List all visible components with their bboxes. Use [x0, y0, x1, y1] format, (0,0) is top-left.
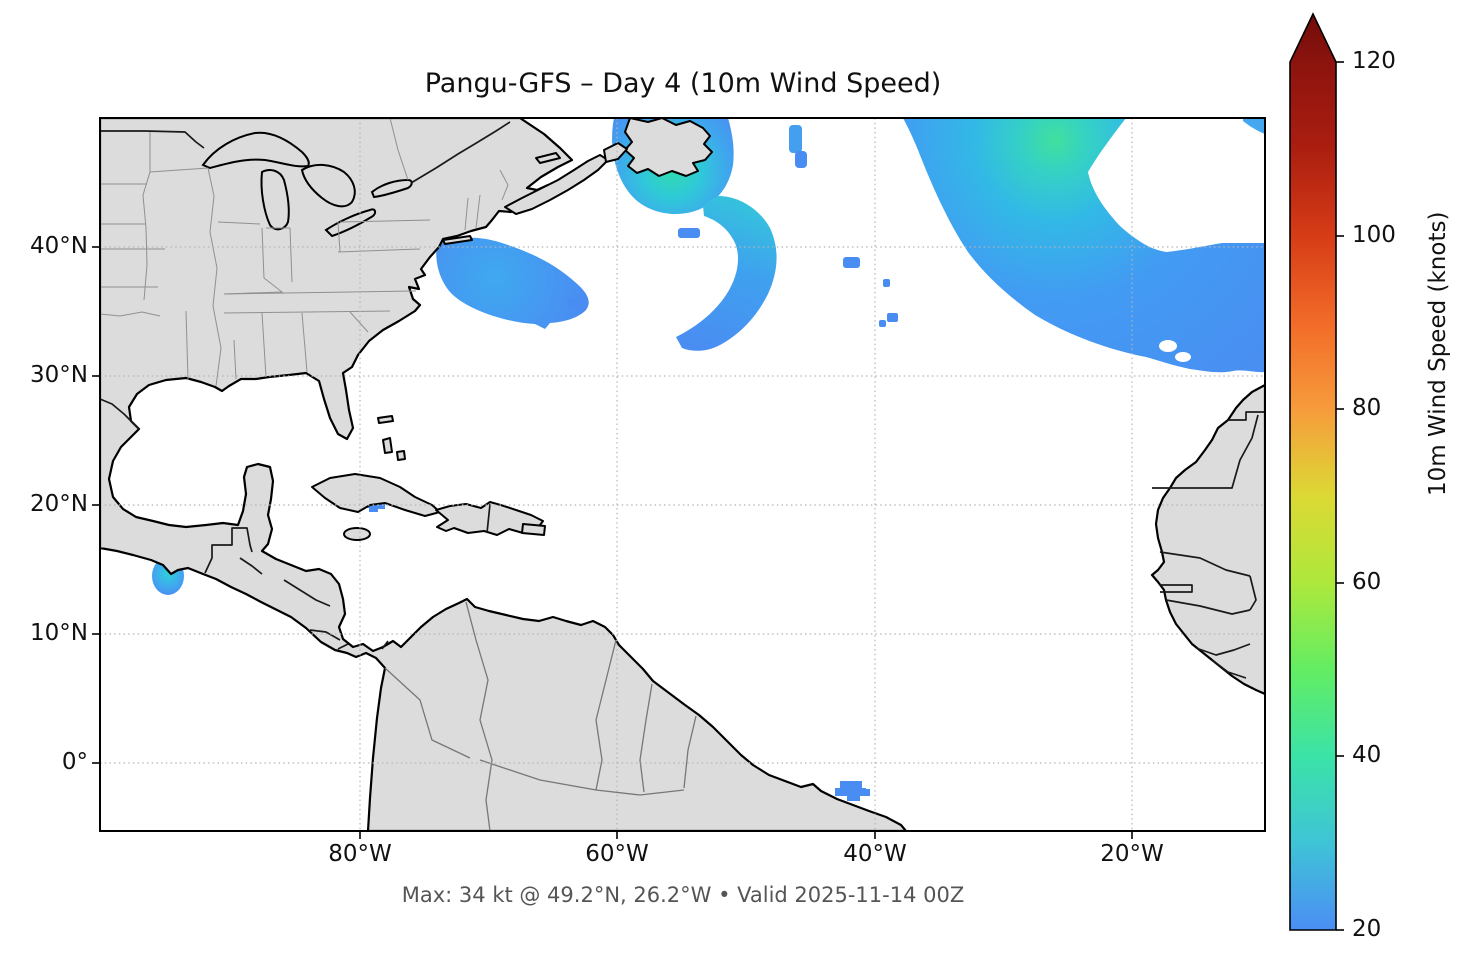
wind-speck — [843, 257, 860, 268]
newfoundland-cyclone-tail — [676, 196, 777, 351]
east-coast-wind-swath — [436, 237, 589, 329]
wind-hole — [1159, 340, 1177, 352]
axis-ticks — [92, 246, 1133, 839]
chart-title: Pangu-GFS – Day 4 (10m Wind Speed) — [424, 68, 942, 99]
jamaica — [343, 527, 371, 541]
x-tick-label-80w: 80°W — [328, 841, 392, 867]
country-borders — [100, 121, 1265, 679]
x-tick-label-20w: 20°W — [1100, 841, 1164, 867]
africa-landmass — [1150, 383, 1265, 696]
y-tick-label-30n: 30°N — [30, 362, 88, 388]
y-tick-label-0: 0° — [61, 749, 88, 775]
y-tick-label-10n: 10°N — [30, 620, 88, 646]
colorbar-tick-label-80: 80 — [1352, 395, 1382, 421]
y-tick-label-40n: 40°N — [30, 233, 88, 259]
axes-frame — [99, 117, 1266, 832]
colorbar-tick-label-100: 100 — [1352, 222, 1396, 248]
prince-edward-island — [535, 152, 561, 164]
wind-speck — [887, 313, 898, 322]
wind-speck — [879, 320, 886, 327]
bahamas — [377, 415, 394, 424]
x-tick-label-40w: 40°W — [843, 841, 907, 867]
max-value-annotation: Max: 34 kt @ 49.2°N, 26.2°W • Valid 2025… — [401, 883, 965, 907]
x-tick-label-60w: 60°W — [585, 841, 649, 867]
newfoundland-island — [624, 118, 713, 177]
ne-corner-wind-nub — [1243, 118, 1265, 134]
colorbar-tick-label-40: 40 — [1352, 742, 1382, 768]
ne-atlantic-wind-swath — [903, 118, 1265, 373]
bahamas — [396, 450, 406, 461]
colorbar-tick-label-60: 60 — [1352, 569, 1382, 595]
gridline-layer — [100, 118, 1265, 831]
wind-speck — [883, 279, 890, 287]
colorbar-ticks — [1336, 61, 1344, 931]
islands — [311, 118, 713, 541]
americas-landmass — [100, 118, 908, 831]
colorbar — [1289, 12, 1337, 931]
puerto-rico — [521, 523, 546, 536]
colorbar-tick-label-120: 120 — [1352, 48, 1396, 74]
wind-speck — [568, 298, 580, 308]
wind-speck — [678, 228, 700, 238]
wind-hole — [1175, 352, 1191, 362]
us-state-borders — [100, 118, 509, 387]
bahamas — [382, 437, 393, 454]
cape-breton — [603, 142, 628, 163]
colorbar-tick-label-20: 20 — [1352, 916, 1382, 942]
wind-speck — [789, 125, 802, 153]
long-island — [442, 235, 473, 245]
land-layer — [100, 118, 1265, 831]
y-tick-label-20n: 20°N — [30, 491, 88, 517]
cuba — [311, 473, 441, 517]
south-america-borders — [384, 601, 697, 831]
equatorial-wind-patch — [835, 781, 870, 801]
wind-speck — [795, 151, 807, 168]
